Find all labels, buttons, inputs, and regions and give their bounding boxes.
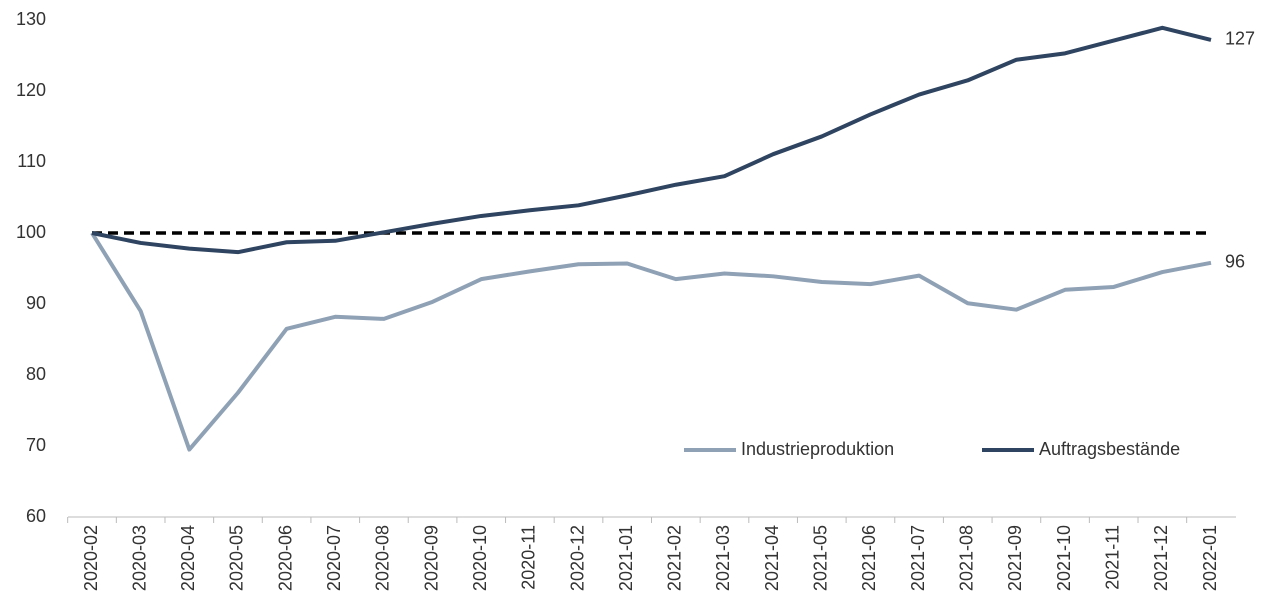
y-tick-label: 100 xyxy=(16,222,46,242)
x-tick-label: 2021-05 xyxy=(811,525,831,591)
x-tick-label: 2021-06 xyxy=(859,525,879,591)
y-tick-label: 90 xyxy=(26,293,46,313)
x-tick-label: 2021-04 xyxy=(762,525,782,591)
x-tick-label: 2020-07 xyxy=(324,525,344,591)
x-tick-label: 2020-02 xyxy=(81,525,101,591)
x-tick-label: 2020-10 xyxy=(470,525,490,591)
x-tick-label: 2021-11 xyxy=(1102,525,1122,590)
x-tick-label: 2020-12 xyxy=(567,525,587,591)
x-tick-label: 2021-02 xyxy=(665,525,685,591)
x-tick-label: 2021-01 xyxy=(616,525,636,591)
legend-label: Industrieproduktion xyxy=(741,439,894,459)
y-tick-label: 70 xyxy=(26,435,46,455)
y-tick-label: 110 xyxy=(17,151,46,171)
x-tick-label: 2020-04 xyxy=(178,525,198,591)
x-tick-label: 2022-01 xyxy=(1200,525,1220,591)
data-label: 96 xyxy=(1225,252,1245,272)
x-tick-label: 2020-05 xyxy=(227,525,247,591)
series-line xyxy=(91,25,1212,255)
y-tick-label: 120 xyxy=(16,80,46,100)
x-tick-label: 2021-03 xyxy=(713,525,733,591)
x-tick-label: 2020-03 xyxy=(129,525,149,591)
y-tick-label: 80 xyxy=(26,364,46,384)
data-label: 127 xyxy=(1225,29,1255,49)
x-tick-label: 2020-09 xyxy=(421,525,441,591)
x-tick-label: 2020-06 xyxy=(275,525,295,591)
x-tick-label: 2021-10 xyxy=(1054,525,1074,591)
x-tick-label: 2020-08 xyxy=(373,525,393,591)
series-line xyxy=(90,231,1212,452)
x-tick-label: 2020-11 xyxy=(519,525,539,590)
y-tick-label: 130 xyxy=(16,9,46,29)
y-tick-label: 60 xyxy=(26,506,46,526)
x-tick-label: 2021-08 xyxy=(956,525,976,591)
x-tick-label: 2021-12 xyxy=(1151,525,1171,591)
legend-label: Auftragsbestände xyxy=(1039,439,1180,459)
x-tick-label: 2021-07 xyxy=(908,525,928,591)
x-tick-label: 2021-09 xyxy=(1005,525,1025,591)
